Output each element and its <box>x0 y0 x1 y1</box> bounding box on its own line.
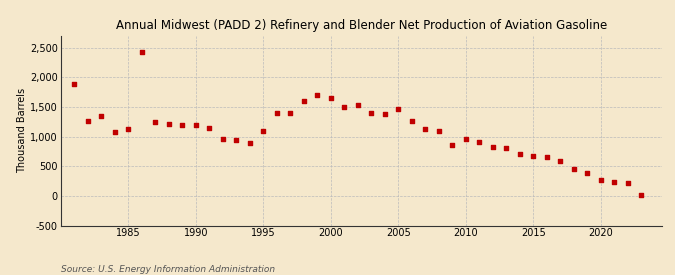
Point <box>595 178 606 182</box>
Point <box>190 123 201 128</box>
Point <box>622 181 633 186</box>
Point <box>447 143 458 148</box>
Point <box>69 82 80 87</box>
Title: Annual Midwest (PADD 2) Refinery and Blender Net Production of Aviation Gasoline: Annual Midwest (PADD 2) Refinery and Ble… <box>115 19 607 32</box>
Point <box>298 99 309 103</box>
Point <box>136 50 147 54</box>
Y-axis label: Thousand Barrels: Thousand Barrels <box>18 88 27 173</box>
Point <box>636 193 647 197</box>
Point <box>217 137 228 141</box>
Point <box>244 141 255 145</box>
Point <box>82 118 93 123</box>
Point <box>433 128 444 133</box>
Point <box>541 155 552 159</box>
Point <box>96 114 107 119</box>
Point <box>501 146 512 151</box>
Point <box>109 130 120 134</box>
Point <box>285 111 296 115</box>
Point <box>258 128 269 133</box>
Point <box>312 93 323 97</box>
Point <box>177 122 188 127</box>
Point <box>379 112 390 116</box>
Point <box>366 111 377 115</box>
Point <box>474 140 485 145</box>
Point <box>528 153 539 158</box>
Text: Source: U.S. Energy Information Administration: Source: U.S. Energy Information Administ… <box>61 265 275 274</box>
Point <box>339 105 350 110</box>
Point <box>231 137 242 142</box>
Point <box>487 145 498 149</box>
Point <box>352 103 363 107</box>
Point <box>555 159 566 164</box>
Point <box>420 127 431 132</box>
Point <box>123 127 134 132</box>
Point <box>204 125 215 130</box>
Point <box>406 119 417 123</box>
Point <box>609 179 620 184</box>
Point <box>271 111 282 115</box>
Point <box>514 152 525 156</box>
Point <box>460 137 471 141</box>
Point <box>150 120 161 124</box>
Point <box>568 166 579 171</box>
Point <box>325 96 336 100</box>
Point <box>163 122 174 126</box>
Point <box>393 106 404 111</box>
Point <box>582 170 593 175</box>
